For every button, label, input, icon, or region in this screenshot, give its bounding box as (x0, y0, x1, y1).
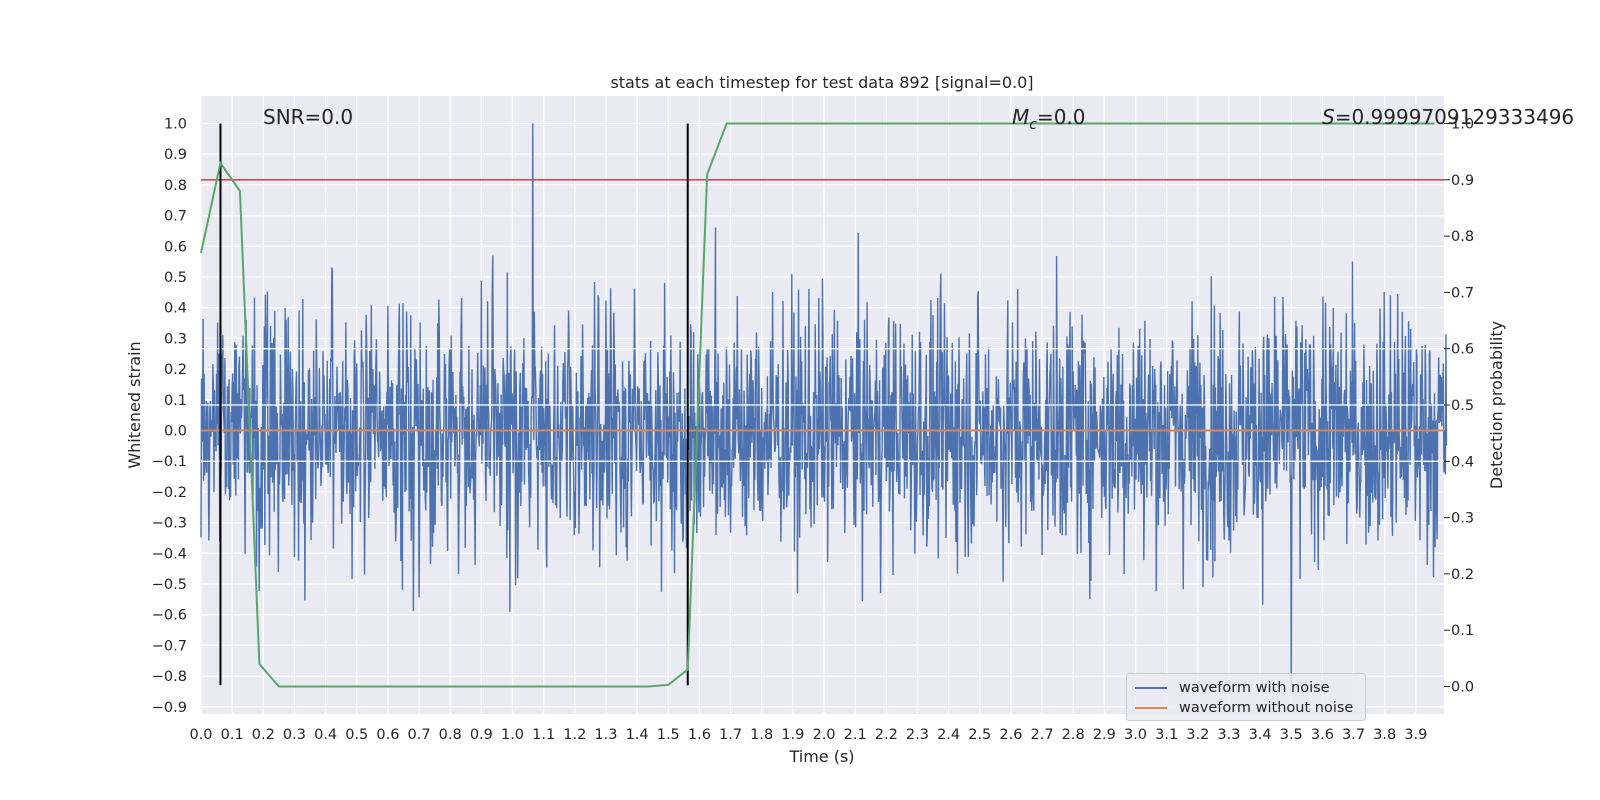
y-tick-label: −0.7 (152, 638, 187, 654)
x-tick-label: 1.6 (688, 727, 711, 743)
y-tick-label: 0.4 (164, 301, 187, 317)
x-tick-label: 1.2 (563, 727, 586, 743)
x-tick-labels: 0.0 0.1 0.2 0.3 0.4 0.5 0.6 0.7 0.8 0.9 1.0 1.1 1.2 1… (189, 727, 1427, 743)
x-tick-label: 1.8 (750, 727, 773, 743)
x-tick-label: 0.2 (252, 727, 275, 743)
x-tick-label: 2.8 (1062, 727, 1085, 743)
y-tick-label: 0.8 (164, 178, 187, 194)
x-tick-label: 3.6 (1311, 727, 1334, 743)
x-tick-label: 3.0 (1124, 727, 1147, 743)
y-tick-label: −0.9 (152, 700, 187, 716)
y-tick-label: 0.3 (164, 331, 187, 347)
x-tick-label: 3.2 (1186, 727, 1209, 743)
x-tick-label: 2.5 (968, 727, 991, 743)
legend-item-noise: waveform with noise (1135, 678, 1330, 698)
x-tick-label: 1.4 (626, 727, 649, 743)
x-tick-label: 2.3 (906, 727, 929, 743)
y-tick-label: −0.2 (152, 485, 187, 501)
x-tick-label: 0.7 (408, 727, 431, 743)
chart-title: stats at each timestep for test data 892… (610, 73, 1033, 92)
y2-tick-label: 0.5 (1451, 398, 1474, 414)
y-tick-labels: 1.0 0.9 0.8 0.7 0.6 0.5 0.4 0.3 0.2 0.1 0.0 −0.1 −0.… (152, 117, 187, 716)
x-tick-label: 3.8 (1373, 727, 1396, 743)
s-annotation: S=0.9999709129333496 (1322, 105, 1574, 129)
mc-symbol: M (1012, 105, 1029, 129)
x-tick-label: 3.3 (1217, 727, 1240, 743)
overlay-lines (200, 122, 1444, 688)
y-tick-label: 0.9 (164, 147, 187, 163)
x-tick-label: 1.5 (657, 727, 680, 743)
x-tick-label: 2.1 (844, 727, 867, 743)
y2-tick-label: 0.4 (1451, 454, 1474, 470)
y-tick-label: −0.6 (152, 608, 187, 624)
mc-value: =0.0 (1037, 105, 1086, 129)
y2-tick-label: 0.7 (1451, 285, 1474, 301)
s-value: =0.9999709129333496 (1335, 105, 1574, 129)
y2-tick-label: 0.0 (1451, 680, 1474, 696)
y2-tick-label: 0.6 (1451, 342, 1474, 358)
snr-annotation: SNR=0.0 (263, 105, 353, 129)
x-tick-label: 0.1 (221, 727, 244, 743)
x-tick-label: 0.4 (314, 727, 337, 743)
x-tick-label: 3.7 (1342, 727, 1365, 743)
series-waveform-with-noise (200, 123, 1448, 686)
y-tick-label: −0.3 (152, 516, 187, 532)
x-tick-label: 0.5 (345, 727, 368, 743)
y2-tick-label: 0.8 (1451, 229, 1474, 245)
s-symbol: S (1322, 105, 1335, 129)
y-tick-label: 0.1 (164, 393, 187, 409)
legend-label-clean: waveform without noise (1179, 700, 1354, 716)
x-tick-label: 1.9 (781, 727, 804, 743)
x-tick-label: 2.7 (1031, 727, 1054, 743)
y2-tick-label: 0.3 (1451, 511, 1474, 527)
x-tick-label: 0.6 (376, 727, 399, 743)
x-tick-label: 3.5 (1280, 727, 1303, 743)
x-tick-label: 3.4 (1249, 727, 1272, 743)
y-axis-label: Whitened strain (125, 341, 144, 468)
y2-tick-label: 0.2 (1451, 567, 1474, 583)
x-tick-label: 1.7 (719, 727, 742, 743)
x-tick-label: 0.0 (189, 727, 212, 743)
x-tick-label: 1.1 (532, 727, 555, 743)
x-tick-label: 1.0 (501, 727, 524, 743)
legend: waveform with noise waveform without noi… (1126, 673, 1366, 721)
y-tick-label: 0.6 (164, 239, 187, 255)
y-tick-label: 1.0 (164, 117, 187, 133)
y2-tick-label: 0.1 (1451, 623, 1474, 639)
y2-tick-label: 0.9 (1451, 173, 1474, 189)
x-tick-label: 2.6 (999, 727, 1022, 743)
y-tick-label: −0.8 (152, 669, 187, 685)
legend-swatch-clean (1135, 707, 1167, 709)
y-tick-label: 0.5 (164, 270, 187, 286)
y2-axis-label: Detection probability (1487, 321, 1506, 489)
x-tick-label: 2.9 (1093, 727, 1116, 743)
y-tick-label: 0.7 (164, 209, 187, 225)
y-tick-label: 0.0 (164, 424, 187, 440)
mc-subscript: c (1029, 117, 1037, 133)
x-tick-label: 2.4 (937, 727, 960, 743)
legend-swatch-noise (1135, 687, 1167, 689)
mc-annotation: Mc=0.0 (1012, 105, 1086, 133)
x-tick-label: 3.9 (1404, 727, 1427, 743)
x-tick-label: 0.3 (283, 727, 306, 743)
y2-tick-labels: 1.0 0.9 0.8 0.7 0.6 0.5 0.4 0.3 0.2 0.1 0.0 (1444, 117, 1474, 696)
x-axis-label: Time (s) (788, 747, 854, 766)
y2-tick-label: 1.0 (1451, 117, 1474, 133)
x-tick-label: 2.2 (875, 727, 898, 743)
y-tick-label: −0.4 (152, 546, 187, 562)
legend-item-clean: waveform without noise (1135, 698, 1353, 718)
y-tick-label: 0.2 (164, 362, 187, 378)
noise-waveform-line (200, 123, 1448, 686)
x-tick-label: 0.8 (439, 727, 462, 743)
legend-label-noise: waveform with noise (1179, 680, 1330, 696)
detection-probability-line (200, 122, 1435, 688)
x-tick-label: 2.0 (812, 727, 835, 743)
x-tick-label: 0.9 (470, 727, 493, 743)
x-tick-label: 1.3 (594, 727, 617, 743)
y-tick-label: −0.5 (152, 577, 187, 593)
x-tick-label: 3.1 (1155, 727, 1178, 743)
y-tick-label: −0.1 (152, 454, 187, 470)
